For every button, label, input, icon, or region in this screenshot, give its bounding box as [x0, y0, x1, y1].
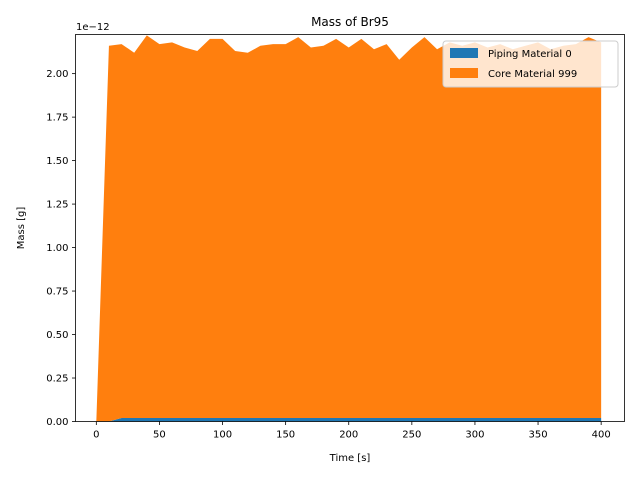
- x-tick-label: 250: [402, 430, 421, 441]
- y-axis-label: Mass [g]: [16, 207, 27, 250]
- area-series-1: [96, 35, 602, 422]
- x-tick-label: 300: [465, 430, 484, 441]
- y-axis-ticks: 0.00 0.25 0.50 0.75 1.00 1.25 1.50 1.75 2.00: [46, 69, 76, 428]
- y-tick-label: 1.75: [46, 113, 68, 124]
- x-axis-ticks: 0 50 100 150 200 250 300 350 400: [93, 421, 611, 441]
- axes-frame: [75, 34, 625, 422]
- x-axis-label: Time [s]: [329, 453, 371, 464]
- plot-areas: [96, 35, 602, 422]
- x-tick-label: 400: [592, 430, 611, 441]
- y-offset-text: 1e−12: [76, 22, 110, 33]
- area-series-0: [96, 418, 602, 422]
- chart-title: Mass of Br95: [311, 15, 389, 29]
- y-tick-label: 0.00: [46, 417, 68, 428]
- x-tick-label: 150: [276, 430, 295, 441]
- axes-spines: [75, 34, 625, 422]
- legend-frame: [442, 40, 619, 88]
- x-tick-label: 200: [339, 430, 358, 441]
- y-tick-label: 2.00: [46, 69, 68, 80]
- x-tick-label: 100: [213, 430, 232, 441]
- y-tick-label: 0.75: [46, 287, 68, 298]
- y-tick-label: 1.50: [46, 156, 68, 167]
- y-tick-label: 0.50: [46, 330, 68, 341]
- x-tick-label: 350: [529, 430, 548, 441]
- y-tick-label: 0.25: [46, 374, 68, 385]
- x-tick-label: 50: [153, 430, 166, 441]
- legend-swatch-0: [450, 48, 478, 58]
- y-tick-label: 1.25: [46, 200, 68, 211]
- legend: Piping Material 0 Core Material 999: [442, 40, 619, 88]
- legend-label-1: Core Material 999: [488, 69, 577, 80]
- legend-label-0: Piping Material 0: [488, 49, 572, 60]
- x-tick-label: 0: [93, 430, 99, 441]
- legend-swatch-1: [450, 68, 478, 78]
- y-tick-label: 1.00: [46, 243, 68, 254]
